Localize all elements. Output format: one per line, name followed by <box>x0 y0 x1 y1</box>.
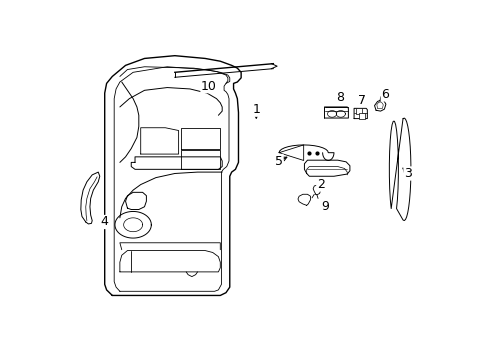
Text: 7: 7 <box>358 94 366 107</box>
Text: 1: 1 <box>252 103 260 116</box>
Text: 5: 5 <box>274 154 283 167</box>
Text: 2: 2 <box>316 178 324 191</box>
Text: 6: 6 <box>381 88 388 101</box>
Text: 3: 3 <box>403 167 411 180</box>
Text: 8: 8 <box>335 91 343 104</box>
Text: 9: 9 <box>321 200 328 213</box>
Text: 10: 10 <box>201 80 216 93</box>
Text: 4: 4 <box>101 216 108 229</box>
